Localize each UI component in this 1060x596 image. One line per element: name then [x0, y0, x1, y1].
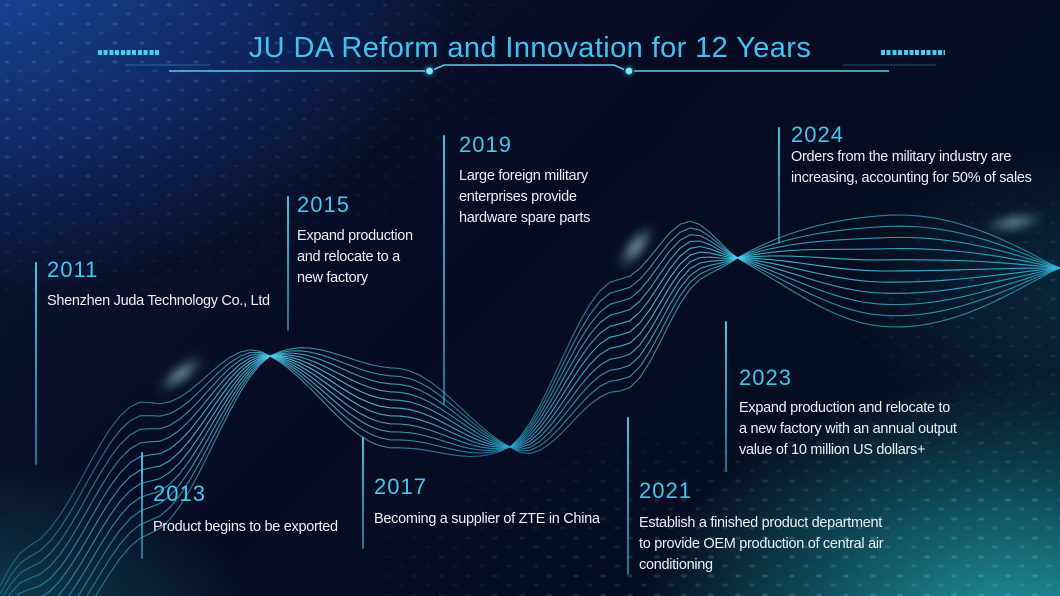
timeline-connector-line [443, 135, 445, 405]
timeline-connector-line [725, 321, 727, 472]
timeline-year: 2019 [459, 132, 512, 157]
timeline-description-line: value of 10 million US dollars+ [739, 442, 926, 458]
timeline-year: 2011 [47, 257, 99, 282]
timeline-year: 2017 [374, 474, 427, 499]
dashed-line-right-icon [881, 50, 945, 55]
timeline-description-line: increasing, accounting for 50% of sales [791, 170, 1032, 186]
timeline-description-line: Orders from the military industry are [791, 149, 1012, 165]
dashed-line-left-icon [98, 50, 160, 55]
timeline-year: 2021 [639, 478, 692, 503]
timeline-description-line: a new factory with an annual output [739, 421, 957, 437]
timeline-description-line: Establish a finished product department [639, 515, 883, 531]
timeline-connector-line [627, 417, 629, 575]
page-title: JU DA Reform and Innovation for 12 Years [248, 32, 812, 64]
timeline-year: 2023 [739, 365, 792, 390]
timeline-connector-line [362, 437, 364, 549]
timeline-description: Expand production and relocate to a new fa… [297, 226, 413, 289]
timeline-description: Large foreign military enterprises provid… [459, 166, 590, 229]
timeline-description-line: Product begins to be exported [153, 519, 338, 535]
timeline-description-line: Large foreign military [459, 168, 588, 184]
timeline-connector-line [778, 127, 780, 244]
timeline-connector-line [35, 262, 37, 465]
timeline-description-line: Becoming a supplier of ZTE in China [374, 511, 600, 527]
title-underline [125, 64, 936, 75]
timeline-connector-line [141, 452, 143, 559]
timeline-description: Shenzhen Juda Technology Co., Ltd [47, 291, 270, 312]
timeline-year: 2013 [153, 481, 206, 506]
timeline-description-line: Expand production [297, 228, 413, 244]
timeline-description-line: Expand production and relocate to [739, 400, 950, 416]
timeline-year: 2015 [297, 192, 350, 217]
timeline-description: Becoming a supplier of ZTE in China [374, 509, 600, 530]
timeline-description-line: Shenzhen Juda Technology Co., Ltd [47, 293, 270, 309]
timeline-description: Product begins to be exported [153, 517, 338, 538]
timeline-description: Expand production and relocate to a new f… [739, 398, 957, 461]
timeline-description-line: and relocate to a [297, 249, 400, 265]
timeline-connector-line [287, 196, 289, 331]
timeline-description-line: new factory [297, 270, 368, 286]
timeline-description-line: enterprises provide [459, 189, 577, 205]
timeline-description: Orders from the military industry are inc… [791, 147, 1032, 189]
timeline-description: Establish a finished product department t… [639, 513, 884, 576]
timeline-description-line: conditioning [639, 557, 713, 573]
timeline-year: 2024 [791, 122, 844, 147]
timeline-description-line: to provide OEM production of central air [639, 536, 884, 552]
timeline-description-line: hardware spare parts [459, 210, 591, 226]
